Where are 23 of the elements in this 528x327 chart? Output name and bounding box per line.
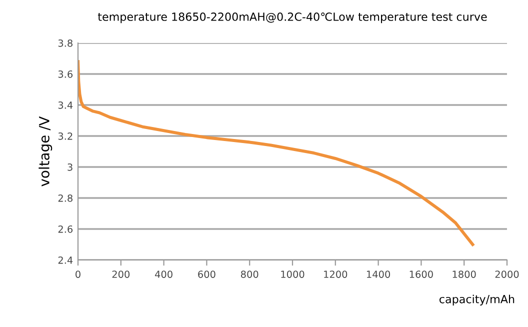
x-tick-label: 1600 (410, 270, 433, 278)
y-tick-label: 2.8 (58, 194, 72, 202)
x-tick-label: 600 (198, 270, 216, 278)
y-tick-label: 3.4 (58, 101, 73, 109)
x-tick-label: 1800 (452, 270, 476, 278)
x-tick-label: 1000 (281, 270, 304, 278)
y-tick-label: 2.6 (58, 225, 73, 233)
y-tick-label: 3.2 (58, 132, 72, 140)
x-tick-label: 400 (154, 270, 172, 278)
line-series (78, 60, 474, 246)
y-tick-label: 3 (68, 163, 72, 171)
chart-title: temperature 18650-2200mAH@0.2C-40℃Low temperature test curve (98, 12, 487, 24)
x-tick-label: 1200 (324, 270, 348, 278)
y-tick-label: 3.6 (58, 70, 73, 78)
x-tick-label: 200 (112, 270, 130, 278)
x-tick-label: 1400 (366, 270, 390, 278)
x-tick-label: 2000 (495, 270, 519, 278)
x-tick-label: 800 (240, 270, 258, 278)
y-tick-label: 3.8 (58, 39, 72, 47)
x-axis-title: capacity/mAh (440, 294, 514, 306)
y-axis-title: voltage /V (38, 116, 52, 186)
x-tick-label: 0 (76, 270, 80, 278)
y-tick-label: 2.4 (58, 256, 73, 264)
